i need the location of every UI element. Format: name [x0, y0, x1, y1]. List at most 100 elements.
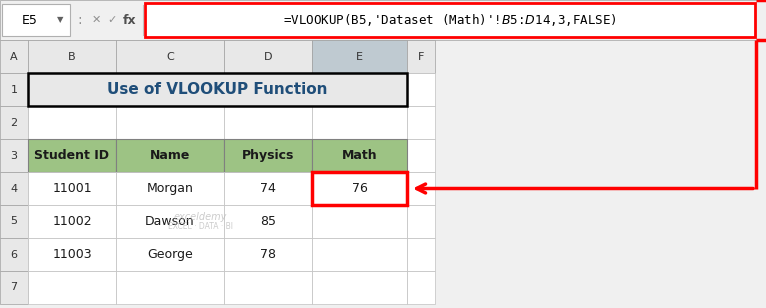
Text: 6: 6 [11, 249, 18, 260]
Bar [116, 73, 224, 106]
Text: 2: 2 [11, 117, 18, 128]
Text: 3: 3 [11, 151, 18, 160]
Bar [116, 205, 224, 238]
Text: Dawson: Dawson [146, 215, 195, 228]
Bar [224, 238, 312, 271]
Bar [312, 205, 407, 238]
Bar [224, 40, 312, 73]
Text: Physics: Physics [242, 149, 294, 162]
Bar [224, 172, 312, 205]
Bar [0, 40, 28, 73]
Text: D: D [264, 51, 272, 62]
Bar [28, 73, 407, 106]
Bar [116, 172, 224, 205]
Bar [145, 3, 755, 37]
Bar [312, 139, 407, 172]
Bar [116, 238, 224, 271]
Bar [407, 271, 435, 304]
Bar [312, 271, 407, 304]
Bar [312, 172, 407, 205]
Bar [407, 106, 435, 139]
Bar [224, 271, 312, 304]
Bar [407, 40, 435, 73]
Bar [28, 172, 116, 205]
Text: 76: 76 [352, 182, 368, 195]
Text: 4: 4 [11, 184, 18, 193]
Bar [0, 172, 28, 205]
Text: E5: E5 [22, 14, 38, 26]
Text: fx: fx [123, 14, 137, 26]
Bar [0, 205, 28, 238]
Bar [116, 172, 224, 205]
Bar [116, 40, 224, 73]
Text: exceldemy: exceldemy [173, 212, 227, 221]
Bar [28, 238, 116, 271]
Bar [312, 139, 407, 172]
Bar [312, 73, 407, 106]
Text: 1: 1 [11, 84, 18, 95]
Text: ✕: ✕ [91, 15, 100, 25]
Bar [312, 172, 407, 205]
Bar [0, 139, 28, 172]
Bar [116, 139, 224, 172]
Bar [407, 205, 435, 238]
Text: 7: 7 [11, 282, 18, 293]
Bar [28, 139, 116, 172]
Bar [28, 271, 116, 304]
Text: F: F [417, 51, 424, 62]
Bar [0, 0, 766, 40]
Bar [28, 40, 116, 73]
Bar [0, 73, 28, 106]
Text: Morgan: Morgan [146, 182, 194, 195]
Bar [312, 106, 407, 139]
Bar [407, 139, 435, 172]
Bar [224, 205, 312, 238]
Text: 11002: 11002 [52, 215, 92, 228]
Text: Math: Math [342, 149, 378, 162]
Bar [224, 106, 312, 139]
Bar [28, 205, 116, 238]
Text: 74: 74 [260, 182, 276, 195]
Bar [28, 205, 116, 238]
Text: Student ID: Student ID [34, 149, 110, 162]
Text: 11003: 11003 [52, 248, 92, 261]
Bar [224, 139, 312, 172]
Text: EXCEL · DATA · BI: EXCEL · DATA · BI [168, 222, 233, 231]
Bar [407, 73, 435, 106]
Text: 85: 85 [260, 215, 276, 228]
Bar [224, 139, 312, 172]
Bar [312, 172, 407, 205]
Bar [312, 205, 407, 238]
Text: :: : [77, 13, 82, 27]
Text: Name: Name [150, 149, 190, 162]
Text: 5: 5 [11, 217, 18, 226]
Text: George: George [147, 248, 193, 261]
Bar [312, 238, 407, 271]
Bar [116, 205, 224, 238]
Bar [116, 139, 224, 172]
Bar [116, 271, 224, 304]
Bar [312, 238, 407, 271]
Bar [312, 40, 407, 73]
Bar [28, 238, 116, 271]
Bar [116, 106, 224, 139]
Bar [224, 205, 312, 238]
Bar [0, 238, 28, 271]
Text: Use of VLOOKUP Function: Use of VLOOKUP Function [107, 82, 328, 97]
Text: A: A [10, 51, 18, 62]
Text: =VLOOKUP(B5,'Dataset (Math)'!$B$5:$D$14,3,FALSE): =VLOOKUP(B5,'Dataset (Math)'!$B$5:$D$14,… [283, 12, 617, 28]
Text: B: B [68, 51, 76, 62]
Bar [28, 106, 116, 139]
Bar [28, 73, 116, 106]
Bar [2, 4, 70, 36]
Text: ✓: ✓ [107, 15, 116, 25]
Bar [224, 73, 312, 106]
Bar [224, 238, 312, 271]
Text: 11001: 11001 [52, 182, 92, 195]
Text: 76: 76 [352, 182, 368, 195]
Text: ▼: ▼ [57, 15, 64, 25]
Bar [407, 172, 435, 205]
Text: E: E [356, 51, 363, 62]
Bar [28, 172, 116, 205]
Bar [28, 139, 116, 172]
